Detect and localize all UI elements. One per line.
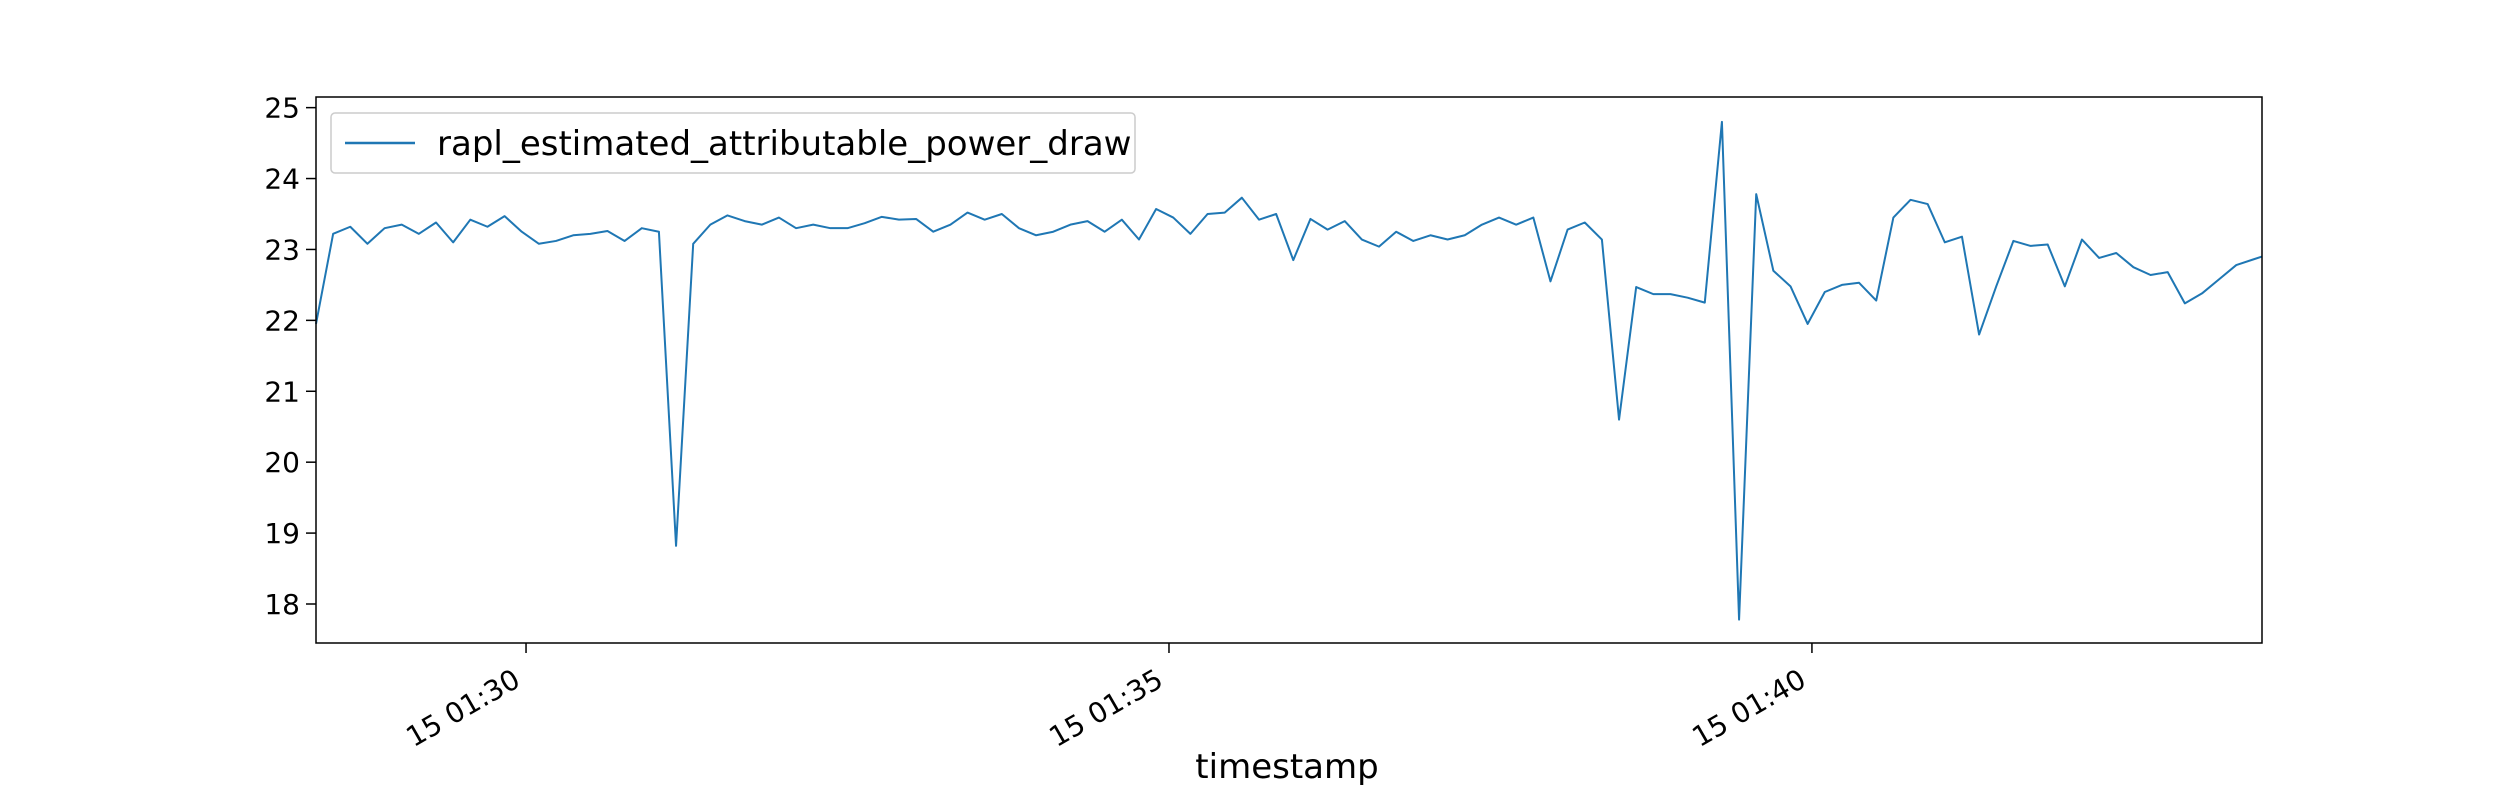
y-tick-label: 20 bbox=[264, 446, 300, 479]
x-axis-label: timestamp bbox=[1195, 747, 1378, 787]
y-tick-label: 24 bbox=[264, 163, 300, 196]
y-axis-ticks: 18 19 20 21 22 23 24 25 bbox=[264, 92, 316, 621]
legend-label: rapl_estimated_attributable_power_draw bbox=[437, 124, 1132, 164]
legend: rapl_estimated_attributable_power_draw bbox=[330, 112, 1136, 174]
x-axis-ticks: 15 01:30 15 01:35 15 01:40 bbox=[401, 643, 1813, 754]
x-tick-label: 15 01:30 bbox=[401, 662, 526, 753]
y-tick-label: 23 bbox=[264, 233, 300, 266]
y-tick-label: 21 bbox=[264, 375, 300, 408]
y-tick-label: 22 bbox=[264, 304, 300, 337]
legend-box bbox=[330, 112, 1136, 174]
x-tick-label: 15 01:40 bbox=[1686, 662, 1811, 753]
y-tick-label: 18 bbox=[264, 588, 300, 621]
series-line-0 bbox=[315, 120, 2263, 621]
series-layer bbox=[315, 120, 2263, 621]
y-tick-label: 25 bbox=[264, 92, 300, 125]
x-tick-label: 15 01:35 bbox=[1044, 662, 1169, 753]
plot-frame bbox=[315, 96, 2263, 644]
y-tick-label: 19 bbox=[264, 517, 300, 550]
plot-background bbox=[316, 97, 2262, 643]
